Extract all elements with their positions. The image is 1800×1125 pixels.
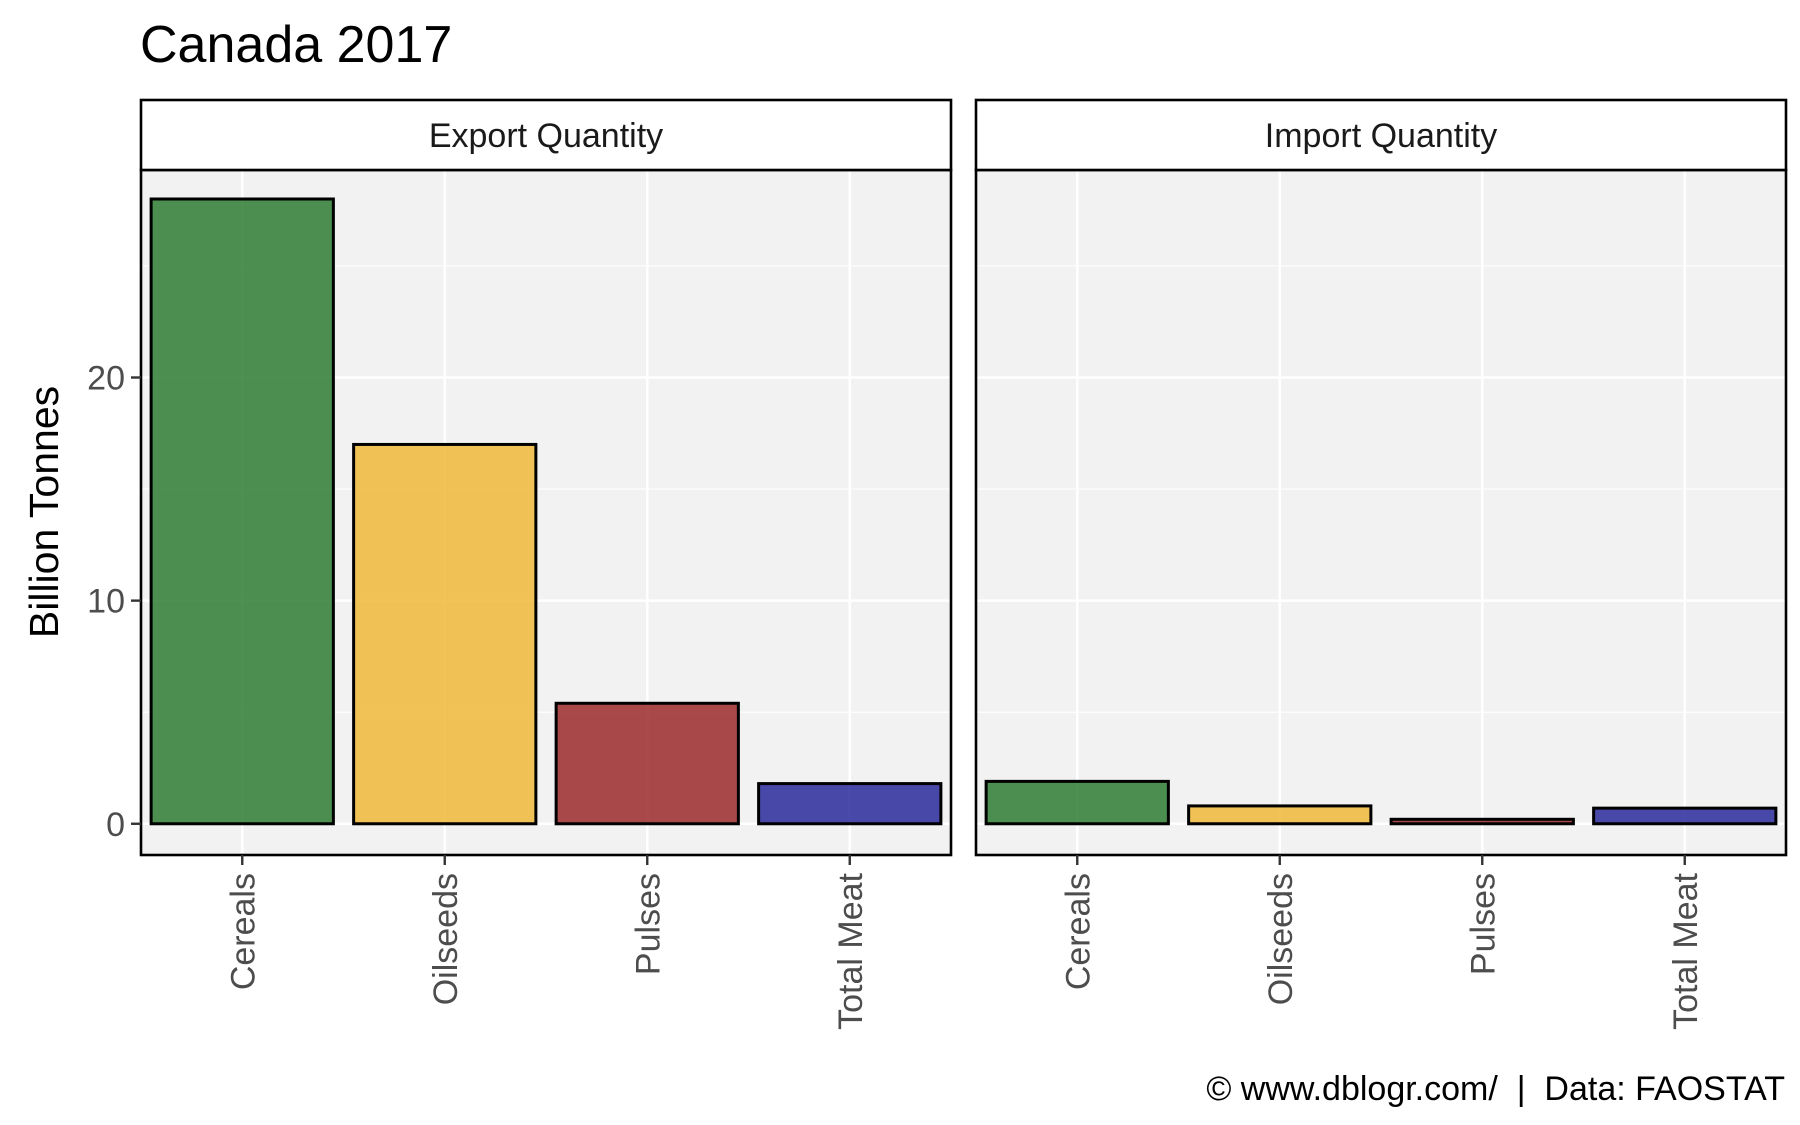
panel-export-quantity: Export Quantity Cereals Oilseeds Pulses Tota… [87,98,953,1030]
y-tick-label: 20 [87,360,125,398]
x-tick-label: Total Meat [832,872,870,1029]
y-tick-label: 10 [87,583,125,621]
x-tick-label: Pulses [1464,873,1502,975]
facet-strip [974,98,1788,172]
data-source-caption: © www.dblogr.com/ | Data: FAOSTAT [1206,1070,1785,1108]
facet-strip-label: Import Quantity [1265,117,1497,155]
bar-import-quantity-pulses [1389,817,1575,826]
facet-strip-label: Export Quantity [429,117,663,155]
x-tick-label: Oilseeds [1262,873,1300,1005]
panel-background [976,170,1786,855]
x-tick-label: Cereals [224,873,262,990]
bar-import-quantity-cereals [984,779,1170,826]
bar-import-quantity-total-meat [1592,806,1778,826]
y-axis-label: Billion Tonnes [21,386,67,638]
bar-export-quantity-pulses [554,701,740,826]
bar-import-quantity-oilseeds [1187,804,1373,826]
x-tick-label: Cereals [1059,873,1097,990]
facet-panels: Export Quantity Cereals Oilseeds Pulses Tota… [87,98,1788,1030]
bar-export-quantity-cereals [149,197,335,826]
bar-export-quantity-total-meat [757,782,943,826]
facet-strip [139,98,953,172]
x-tick-label: Total Meat [1667,872,1705,1029]
chart-title: Canada 2017 [140,16,452,74]
x-tick-label: Pulses [629,873,667,975]
y-tick-label: 0 [106,806,125,844]
bar-export-quantity-oilseeds [352,442,538,826]
panel-import-quantity: Import Quantity Cereals Oilseeds Pulses Tota… [974,98,1788,1030]
x-tick-label: Oilseeds [427,873,465,1005]
